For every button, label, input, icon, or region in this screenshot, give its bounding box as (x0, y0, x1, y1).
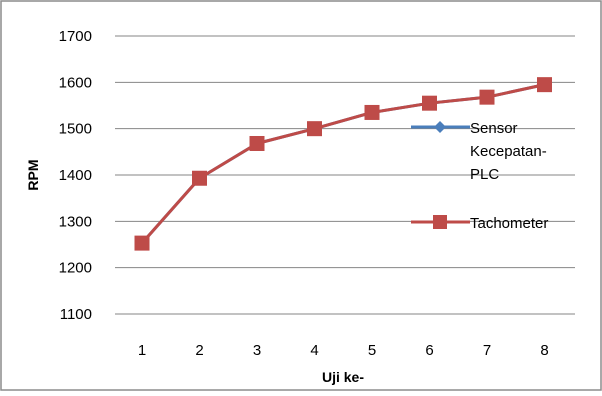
x-tick-label-8: 8 (540, 342, 548, 359)
y-tick-label-1500: 1500 (59, 121, 92, 138)
x-tick-label-3: 3 (253, 342, 261, 359)
x-tick-label-2: 2 (195, 342, 203, 359)
legend-label-2-line-1: Tachometer (470, 215, 548, 232)
legend-item-1: Sensor Kecepatan- PLC (411, 120, 547, 183)
x-tick-label-7: 7 (483, 342, 491, 359)
y-tick-label-1400: 1400 (59, 167, 92, 184)
legend-label-1-line-2: Kecepatan- (470, 143, 547, 160)
series-2-point-4 (307, 121, 322, 137)
series-2-line (140, 83, 545, 245)
legend-item-2: Tachometer (411, 215, 548, 232)
legend: Sensor Kecepatan- PLC Tachometer (411, 120, 548, 232)
series-2-point-6 (422, 95, 437, 111)
legend-marker-1 (434, 121, 446, 133)
x-axis-title: Uji ke- (322, 369, 364, 385)
series-2-point-3 (249, 135, 265, 151)
y-tick-label-1300: 1300 (59, 213, 92, 230)
series-group (134, 77, 552, 251)
legend-label-1-line-1: Sensor (470, 120, 518, 137)
series-2-point-5 (364, 104, 380, 120)
series-2 (134, 77, 552, 251)
series-2-point-7 (479, 89, 495, 105)
y-tick-label-1700: 1700 (59, 28, 92, 45)
x-tick-labels: 1 2 3 4 5 6 7 8 (138, 342, 549, 359)
series-2-point-8 (537, 77, 552, 93)
series-2-point-2 (192, 170, 207, 186)
legend-label-1-line-3: PLC (470, 166, 499, 183)
x-tick-label-5: 5 (368, 342, 376, 359)
y-tick-label-1100: 1100 (60, 306, 92, 323)
y-tick-label-1200: 1200 (59, 260, 92, 277)
y-tick-labels: 1100 1200 1300 1400 1500 1600 1700 (59, 28, 92, 323)
series-2-point-1 (134, 235, 150, 251)
gridlines (115, 35, 575, 315)
legend-marker-2 (433, 215, 447, 229)
y-tick-label-1600: 1600 (59, 74, 92, 91)
x-tick-label-4: 4 (310, 342, 318, 359)
x-tick-label-6: 6 (425, 342, 433, 359)
x-tick-label-1: 1 (138, 342, 146, 359)
y-axis-title: RPM (25, 159, 41, 190)
